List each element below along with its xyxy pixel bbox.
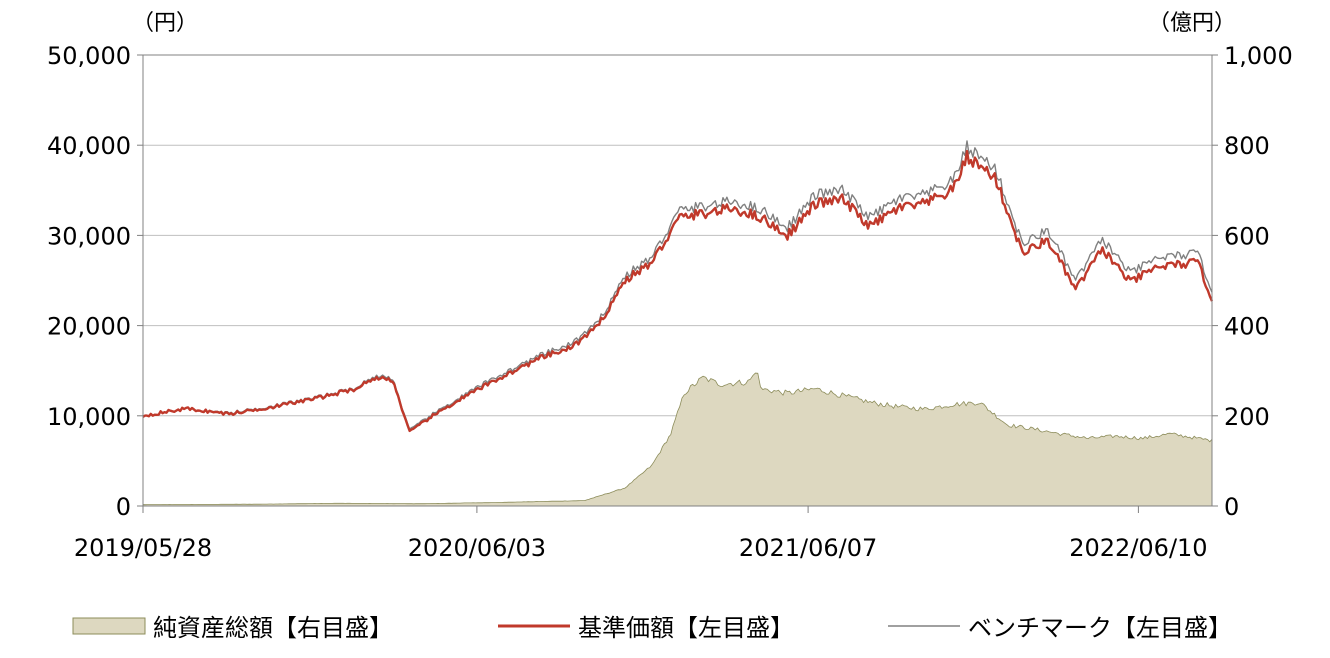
- left-tick-label: 0: [116, 493, 131, 521]
- plot-frame: [142, 54, 1213, 507]
- legend-swatch: [72, 617, 146, 635]
- line-series-layer: [142, 140, 1214, 433]
- right-tick-label: 800: [1224, 132, 1270, 160]
- area-series-layer: [142, 372, 1213, 507]
- left-tick-label: 50,000: [47, 42, 131, 70]
- left-axis-unit-label: （円）: [132, 11, 198, 36]
- legend: 純資産総額【右目盛】 基準価額【左目盛】 ベンチマーク【左目盛】: [72, 614, 1232, 642]
- x-tick-label: 2022/06/10: [1069, 534, 1207, 562]
- benchmark-line: [142, 140, 1213, 430]
- right-tick-label: 1,000: [1224, 42, 1293, 70]
- legend-label: ベンチマーク【左目盛】: [968, 614, 1232, 642]
- legend-item-net-assets: 純資産総額【右目盛】: [72, 614, 393, 642]
- right-tick-label: 200: [1224, 403, 1270, 431]
- left-tick-label: 10,000: [47, 403, 131, 431]
- axes: 0 10,000 20,000 30,000 40,000 50,000 0 200 400 60…: [47, 42, 1293, 562]
- legend-item-nav: 基準価額【左目盛】: [498, 614, 794, 642]
- left-tick-label: 30,000: [47, 222, 131, 250]
- legend-item-benchmark: ベンチマーク【左目盛】: [888, 614, 1232, 642]
- x-tick-label: 2021/06/07: [739, 534, 877, 562]
- x-tick-label: 2019/05/28: [74, 534, 212, 562]
- right-tick-label: 0: [1224, 493, 1239, 521]
- right-tick-label: 400: [1224, 313, 1270, 341]
- legend-label: 基準価額【左目盛】: [578, 614, 794, 642]
- left-tick-label: 20,000: [47, 313, 131, 341]
- right-axis-unit-label: （億円）: [1148, 11, 1236, 36]
- net-assets-area: [142, 372, 1213, 507]
- grid-lines: [143, 54, 1212, 417]
- right-tick-label: 600: [1224, 222, 1270, 250]
- nav-line: [142, 149, 1214, 433]
- x-tick-label: 2020/06/03: [408, 534, 546, 562]
- legend-label: 純資産総額【右目盛】: [153, 614, 393, 642]
- left-tick-label: 40,000: [47, 132, 131, 160]
